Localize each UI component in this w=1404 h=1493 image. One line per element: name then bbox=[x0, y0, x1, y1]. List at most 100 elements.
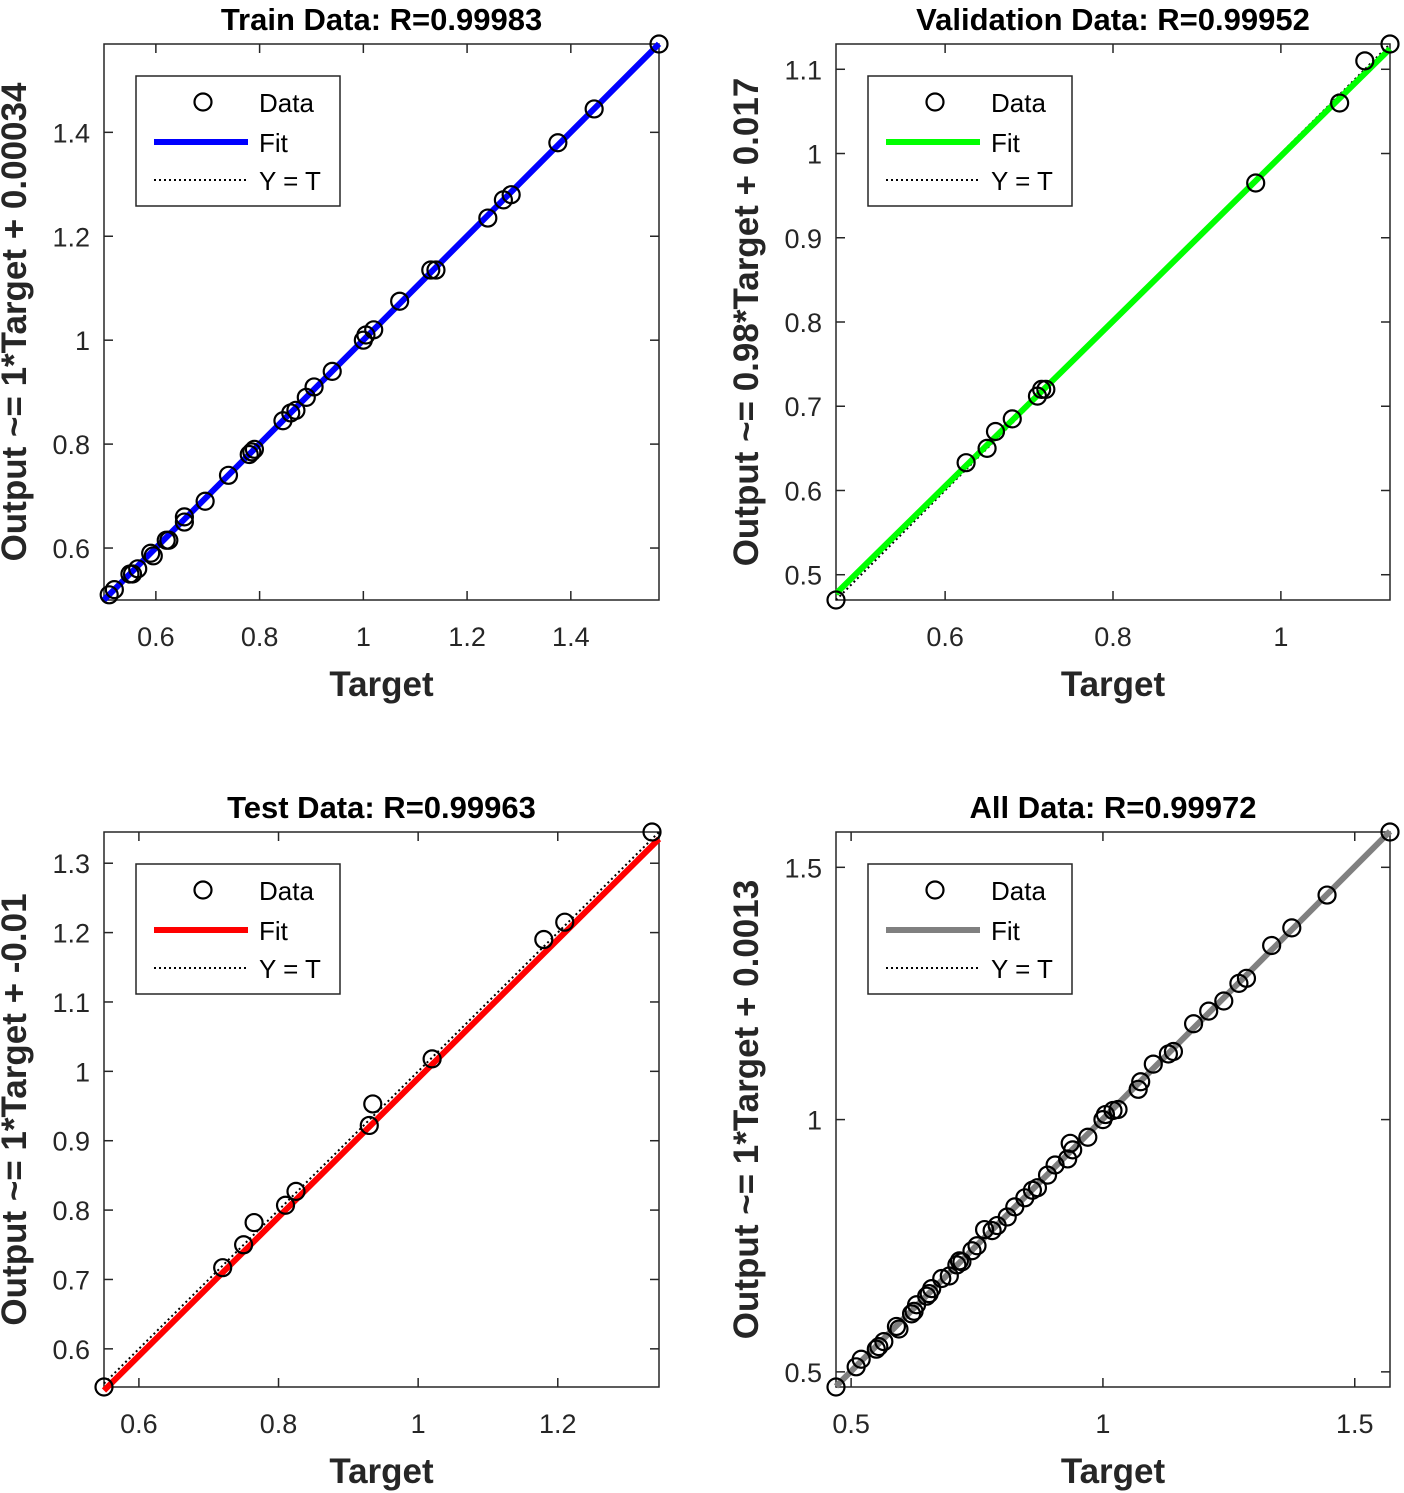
data-point bbox=[1002, 409, 1022, 429]
data-point bbox=[1380, 34, 1400, 54]
data-point bbox=[422, 1049, 442, 1069]
data-point bbox=[390, 291, 410, 311]
data-point bbox=[962, 1241, 982, 1261]
data-point bbox=[1355, 51, 1375, 71]
data-point bbox=[851, 1349, 871, 1369]
data-point bbox=[922, 1279, 942, 1299]
legend: Data Fit Y = T bbox=[867, 75, 1073, 207]
chart-title: Test Data: R=0.99963 bbox=[227, 790, 536, 825]
data-point bbox=[889, 1319, 909, 1339]
data-point bbox=[143, 546, 163, 566]
data-point bbox=[967, 1236, 987, 1256]
y-tick-label: 0.8 bbox=[52, 430, 90, 460]
legend-data-marker bbox=[925, 92, 945, 112]
y-tick-label: 0.7 bbox=[52, 1265, 90, 1295]
data-point bbox=[426, 260, 446, 280]
y-tick-label: 1.1 bbox=[52, 988, 90, 1018]
legend-label: Data bbox=[259, 88, 314, 118]
data-point bbox=[239, 444, 259, 465]
panel-3: 0.6 0.8 1 1.2 0.6 0.7 0.8 0.9 1 1.1 1.2 1.3 Test Dat… bbox=[0, 790, 662, 1491]
x-tick-label: 0.5 bbox=[832, 1409, 870, 1439]
y-tick-label: 0.7 bbox=[784, 392, 822, 422]
legend-label: Fit bbox=[991, 128, 1021, 158]
legend-label: Data bbox=[259, 876, 314, 906]
y-tick-label: 0.5 bbox=[784, 561, 822, 591]
x-tick-label: 1.5 bbox=[1336, 1409, 1374, 1439]
data-point bbox=[874, 1331, 894, 1352]
data-point bbox=[1078, 1127, 1098, 1147]
y-tick-label: 1 bbox=[807, 140, 822, 170]
data-point bbox=[104, 580, 124, 600]
y-tick-label: 1.3 bbox=[52, 849, 90, 879]
legend-label: Data bbox=[991, 88, 1046, 118]
y-tick-label: 1 bbox=[75, 326, 90, 356]
data-point bbox=[421, 260, 441, 280]
chart-title: Validation Data: R=0.99952 bbox=[916, 2, 1310, 37]
y-axis-label: Output ~= 1*Target + 0.0013 bbox=[727, 880, 766, 1339]
data-point bbox=[952, 1252, 972, 1272]
data-point bbox=[501, 185, 521, 205]
x-tick-label: 0.8 bbox=[241, 622, 279, 652]
data-point bbox=[364, 320, 384, 340]
data-point bbox=[1282, 918, 1302, 938]
data-point bbox=[1063, 1140, 1083, 1160]
data-point bbox=[1027, 1178, 1048, 1198]
data-point bbox=[977, 438, 997, 458]
x-tick-label: 1 bbox=[356, 622, 371, 652]
legend-label: Fit bbox=[259, 128, 289, 158]
y-tick-label: 0.5 bbox=[784, 1358, 822, 1388]
data-point bbox=[99, 585, 119, 605]
data-point bbox=[478, 208, 498, 228]
legend-label: Data bbox=[991, 876, 1046, 906]
panel-2: 0.6 0.8 1 0.5 0.6 0.7 0.8 0.9 1 1.1 Validation Dat… bbox=[727, 2, 1400, 704]
x-axis-label: Target bbox=[329, 665, 434, 704]
legend-label: Fit bbox=[259, 916, 289, 946]
data-point bbox=[195, 491, 215, 511]
data-point bbox=[826, 590, 846, 610]
data-point bbox=[826, 1377, 846, 1397]
chart-title: All Data: R=0.99972 bbox=[970, 790, 1257, 825]
data-point bbox=[159, 530, 179, 550]
x-tick-label: 1 bbox=[1095, 1409, 1110, 1439]
data-point bbox=[869, 1337, 889, 1357]
y-axis-label: Output ~= 1*Target + -0.01 bbox=[0, 893, 34, 1325]
data-point bbox=[1262, 935, 1282, 956]
x-tick-label: 0.6 bbox=[137, 622, 175, 652]
chart-title: Train Data: R=0.99983 bbox=[221, 2, 542, 37]
y-tick-label: 0.6 bbox=[52, 1335, 90, 1365]
x-tick-label: 1.2 bbox=[448, 622, 486, 652]
y-tick-label: 0.6 bbox=[784, 476, 822, 506]
identity-line bbox=[835, 43, 1391, 601]
y-tick-label: 1.2 bbox=[52, 919, 90, 949]
y-tick-label: 1.5 bbox=[784, 853, 822, 883]
y-tick-label: 1 bbox=[807, 1106, 822, 1136]
data-point bbox=[286, 1181, 306, 1201]
data-point bbox=[304, 377, 324, 397]
data-point bbox=[1199, 1001, 1219, 1021]
data-point bbox=[534, 929, 554, 950]
x-axis-label: Target bbox=[1061, 665, 1166, 704]
data-point bbox=[642, 822, 662, 842]
y-tick-label: 1 bbox=[75, 1057, 90, 1087]
data-point bbox=[1214, 991, 1234, 1011]
data-point bbox=[322, 361, 342, 381]
data-point bbox=[1330, 93, 1350, 113]
y-tick-label: 0.9 bbox=[784, 224, 822, 254]
data-point bbox=[359, 1115, 379, 1136]
x-tick-label: 1 bbox=[1273, 622, 1288, 652]
legend-data-marker bbox=[193, 92, 213, 112]
data-point bbox=[275, 1195, 296, 1215]
data-point bbox=[1036, 379, 1056, 399]
y-tick-label: 1.2 bbox=[52, 222, 90, 252]
legend-label: Fit bbox=[991, 916, 1021, 946]
data-point bbox=[974, 1219, 995, 1240]
data-point bbox=[213, 1258, 233, 1278]
data-point bbox=[234, 1235, 254, 1255]
data-point bbox=[584, 99, 604, 119]
x-tick-label: 1.2 bbox=[539, 1409, 577, 1439]
legend: Data Fit Y = T bbox=[135, 75, 341, 207]
legend: Data Fit Y = T bbox=[867, 863, 1073, 995]
legend-data-marker bbox=[925, 880, 945, 900]
panel-1: 0.6 0.8 1 1.2 1.4 0.6 0.8 1 1.2 1.4 Train Data: R=… bbox=[0, 2, 669, 704]
